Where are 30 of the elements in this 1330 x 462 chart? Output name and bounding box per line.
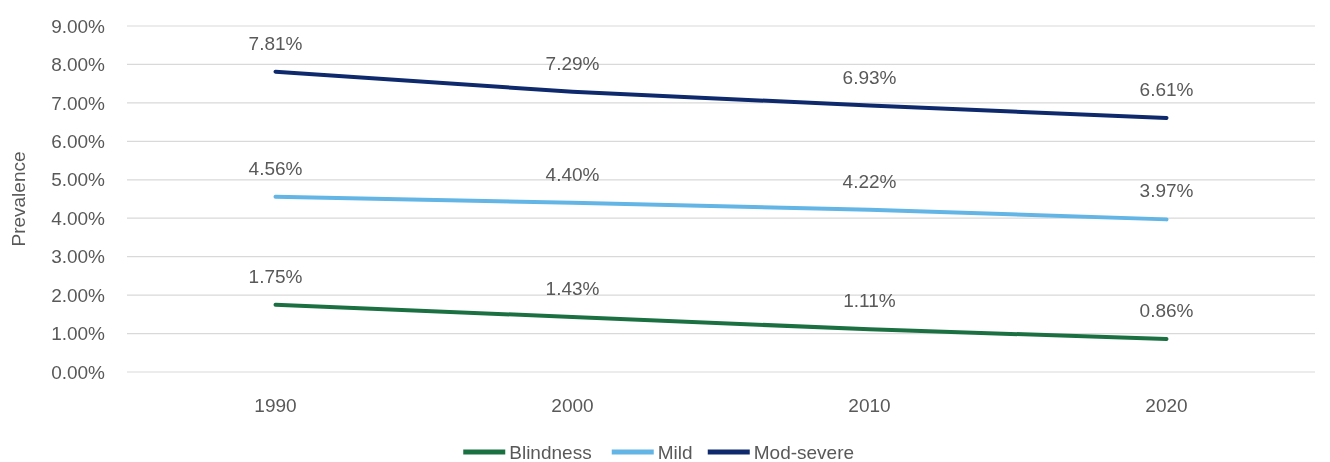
data-label: 4.40%: [545, 163, 600, 185]
y-tick-label: 0.00%: [51, 361, 106, 383]
data-label: 6.61%: [1139, 78, 1194, 100]
data-label: 1.11%: [843, 290, 896, 312]
y-tick-label: 7.00%: [51, 92, 106, 114]
data-label: 1.43%: [545, 278, 600, 300]
legend-label: Mild: [657, 441, 693, 462]
data-label: 4.22%: [842, 170, 897, 192]
y-axis-title: Prevalence: [8, 151, 29, 247]
data-label: 6.93%: [842, 66, 897, 88]
x-tick-label: 2000: [551, 395, 594, 416]
data-label: 4.56%: [248, 157, 303, 179]
y-tick-label: 9.00%: [51, 15, 106, 37]
data-label: 3.97%: [1139, 180, 1194, 202]
y-tick-label: 8.00%: [51, 54, 106, 76]
y-tick-label: 6.00%: [51, 130, 106, 152]
x-tick-label: 2020: [1145, 395, 1188, 416]
x-tick-label: 2010: [848, 395, 891, 416]
y-tick-label: 5.00%: [51, 169, 106, 191]
data-label: 1.75%: [248, 265, 303, 287]
x-tick-label: 1990: [254, 395, 297, 416]
data-label: 7.29%: [545, 52, 600, 74]
y-tick-label: 2.00%: [51, 284, 106, 306]
data-label: 7.81%: [248, 32, 303, 54]
data-label: 0.86%: [1139, 299, 1194, 321]
y-tick-label: 3.00%: [51, 246, 106, 268]
y-tick-label: 4.00%: [51, 207, 106, 229]
y-tick-label: 1.00%: [51, 323, 106, 345]
legend-label: Blindness: [509, 441, 592, 462]
legend-label: Mod-severe: [753, 441, 855, 462]
